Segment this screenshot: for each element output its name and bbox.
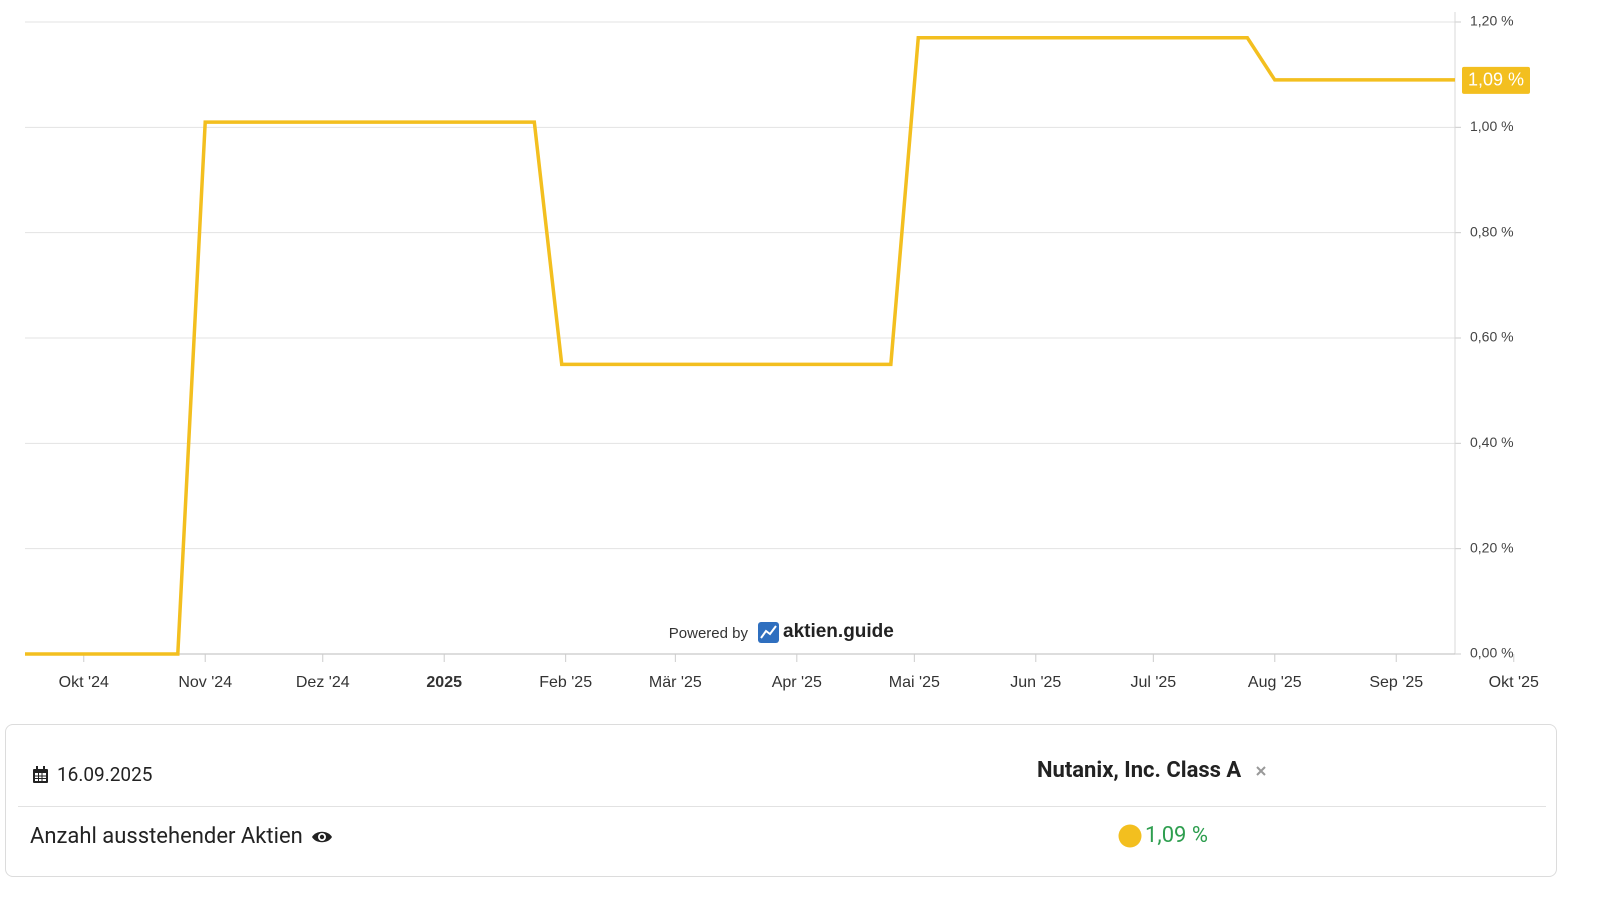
x-tick-label: Jun '25 xyxy=(1010,674,1061,691)
x-tick-label: Jul '25 xyxy=(1130,674,1176,691)
metric-text: Anzahl ausstehender Aktien xyxy=(30,824,303,849)
watermark-prefix: Powered by xyxy=(669,625,749,642)
x-tick-label: Okt '25 xyxy=(1489,674,1539,691)
x-tick-label: Nov '24 xyxy=(178,674,232,691)
metric-value: 1,09 % xyxy=(1118,823,1208,848)
x-tick-label: 2025 xyxy=(426,674,462,691)
x-tick-label: Dez '24 xyxy=(296,674,350,691)
info-panel: 16.09.2025 Nutanix, Inc. Class A Anzahl … xyxy=(5,724,1557,877)
value-text: 1,09 % xyxy=(1145,823,1208,848)
x-tick-label: Sep '25 xyxy=(1369,674,1423,691)
metric-label: Anzahl ausstehender Aktien xyxy=(30,824,333,849)
x-tick-label: Mai '25 xyxy=(889,674,940,691)
x-tick-label: Mär '25 xyxy=(649,674,702,691)
watermark-brand: aktien.guide xyxy=(783,621,894,642)
y-tick-label: 0,00 % xyxy=(1470,645,1514,661)
series-line xyxy=(25,36,1455,656)
x-tick-label: Feb '25 xyxy=(539,674,592,691)
panel-company: Nutanix, Inc. Class A xyxy=(1037,758,1267,783)
y-tick-label: 1,00 % xyxy=(1470,118,1514,134)
value-label-box xyxy=(1462,66,1530,94)
y-tick-label: 0,80 % xyxy=(1470,223,1514,239)
plot: 0,00 % 0,20 % 0,40 % 0,60 % 0,80 % 1,00 % 1,20… xyxy=(25,12,1539,691)
y-tick-label: 1,20 % xyxy=(1470,13,1514,29)
value-label: 1,09 % xyxy=(1468,70,1524,90)
calendar-icon xyxy=(33,765,48,783)
panel-date: 16.09.2025 xyxy=(32,763,152,786)
remove-button[interactable] xyxy=(1255,765,1267,777)
x-tick-label: Okt '24 xyxy=(59,674,109,691)
panel-header: 16.09.2025 Nutanix, Inc. Class A xyxy=(18,725,1546,807)
y-tick-label: 0,20 % xyxy=(1470,539,1514,555)
watermark: Powered by aktien.guide xyxy=(669,621,894,643)
chart: 0,00 % 0,20 % 0,40 % 0,60 % 0,80 % 1,00 % 1,20… xyxy=(25,12,1539,691)
date-text: 16.09.2025 xyxy=(57,763,153,786)
x-tick-label: Aug '25 xyxy=(1248,674,1302,691)
company-name: Nutanix, Inc. Class A xyxy=(1037,758,1242,783)
visibility-toggle[interactable] xyxy=(311,829,333,845)
y-tick-label: 0,40 % xyxy=(1470,434,1514,450)
series-dot xyxy=(1118,824,1142,847)
x-tick-label: Apr '25 xyxy=(772,674,822,691)
y-tick-label: 0,60 % xyxy=(1470,329,1514,345)
brand-logo-arrow xyxy=(760,625,777,639)
